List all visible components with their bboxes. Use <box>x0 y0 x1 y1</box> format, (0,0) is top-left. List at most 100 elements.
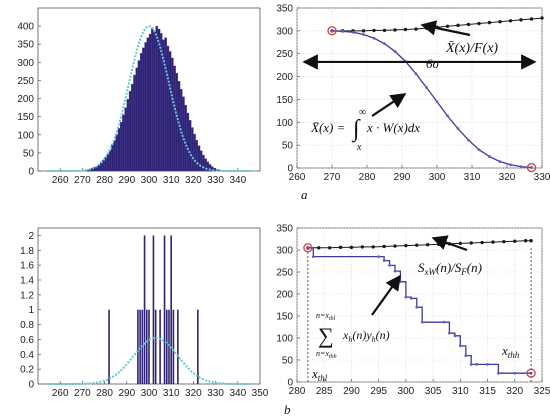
mean-point <box>393 269 397 273</box>
ratio-point <box>382 244 386 249</box>
x-tick-label: 305 <box>425 386 442 397</box>
x-tick-label: 270 <box>74 388 91 399</box>
mean-point <box>467 138 470 142</box>
x-tick-label: 340 <box>229 175 246 186</box>
histogram-bar <box>168 51 172 172</box>
mean-point <box>383 42 386 46</box>
y-tick-label: 0.2 <box>20 365 34 376</box>
y-tick-label: 1 <box>28 305 34 316</box>
histogram-bar <box>139 53 143 172</box>
ratio-point <box>349 245 354 250</box>
mean-point <box>442 320 446 324</box>
y-tick-label: 2 <box>28 231 34 242</box>
histogram-bar <box>144 42 147 172</box>
ratio-point <box>360 245 365 249</box>
histogram-bar <box>164 37 167 172</box>
x-tick-label: 320 <box>499 172 516 183</box>
y-tick-label: 350 <box>276 4 293 15</box>
ratio-point <box>529 239 533 243</box>
y-tick-label: 250 <box>276 49 293 60</box>
x-tick-label: 315 <box>479 386 496 397</box>
x-tick-label: 330 <box>207 388 224 399</box>
x-tick-label: 330 <box>207 175 224 186</box>
ratio-point <box>491 240 495 244</box>
ratio-point <box>456 23 460 28</box>
histogram-bar <box>115 134 119 172</box>
histogram-bar <box>113 140 116 172</box>
ratio-point <box>414 27 418 31</box>
histogram-bar <box>184 104 187 172</box>
x-tick-label: 300 <box>429 172 446 183</box>
x-tick-label: 280 <box>289 386 306 397</box>
x-tick-label: 290 <box>118 388 135 399</box>
ratio-label-b: SxW(n)/SF(n) <box>418 260 482 277</box>
sum-sign: ∑ <box>318 323 334 348</box>
mean-point <box>393 50 397 53</box>
ratio-point <box>466 22 471 27</box>
ratio-point <box>436 242 441 246</box>
mean-point <box>362 33 365 36</box>
histogram-bar <box>135 67 139 172</box>
histogram-bar <box>171 57 174 172</box>
ratio-point <box>371 245 375 249</box>
y-tick-label: 100 <box>276 334 293 345</box>
x-tick-label: 325 <box>534 386 550 397</box>
mean-point <box>415 305 419 309</box>
histogram-bar <box>117 128 121 172</box>
mean-point <box>306 246 310 250</box>
histogram-bar <box>146 37 150 172</box>
histogram-bar <box>106 153 110 172</box>
x-tick-label: 340 <box>229 388 246 399</box>
histogram-bar <box>139 309 141 384</box>
y-tick-label: 150 <box>276 312 293 323</box>
ratio-point <box>338 245 343 250</box>
histogram-bar <box>186 112 190 172</box>
mean-point <box>488 155 491 158</box>
ratio-point <box>508 19 513 23</box>
histogram-bar <box>100 162 103 172</box>
histogram-bar <box>137 60 141 172</box>
mean-point <box>446 114 449 118</box>
ratio-point <box>327 246 332 250</box>
sum-upper: n=xthl <box>316 311 336 322</box>
y-tick-label: 150 <box>17 112 34 123</box>
panel-a-right-curves: 260 270 280 290 300 310 320 330 0 50 100 150 200 250 3… <box>276 4 550 184</box>
gaussian-fit-curve <box>46 336 252 385</box>
x-tick-label: 260 <box>52 175 69 186</box>
mean-point <box>372 36 376 40</box>
y-tick-label: 250 <box>276 268 293 279</box>
histogram-bar <box>151 27 154 172</box>
mean-point <box>330 29 334 33</box>
histogram-bar <box>148 309 150 384</box>
y-tick-label: 100 <box>276 118 293 129</box>
mean-point <box>382 259 386 262</box>
integral-body: x · W(x)dx <box>366 120 420 135</box>
y-tick-label: 350 <box>276 224 293 235</box>
integral-lhs: X̄(x) = <box>310 120 345 135</box>
histogram-bar <box>143 235 146 384</box>
sum-arrow <box>371 274 401 316</box>
histogram-bar <box>182 96 185 172</box>
x-tick-label: 285 <box>316 386 333 397</box>
ratio-point <box>519 18 523 22</box>
x-tick-label: 320 <box>506 386 523 397</box>
ratio-point <box>469 241 473 245</box>
ratio-point <box>404 243 408 248</box>
histogram-bar <box>137 309 139 384</box>
plot-frame <box>296 7 543 169</box>
histogram-bar <box>148 33 152 172</box>
ratio-point <box>540 16 544 20</box>
plot-frame <box>296 227 543 383</box>
y-tick-label: 0 <box>287 378 293 389</box>
x-tick-label: 350 <box>252 388 269 399</box>
y-tick-label: 0 <box>28 380 34 391</box>
mean-point <box>475 363 479 366</box>
x-tick-label: 310 <box>452 386 469 397</box>
y-tick-label: 1.4 <box>20 276 34 287</box>
histogram-bar <box>154 309 157 384</box>
x-tick-label: 320 <box>185 388 202 399</box>
ratio-point <box>498 20 502 24</box>
ratio-label-a: X̄(x)/F(x) <box>445 41 498 56</box>
ratio-point <box>513 239 517 243</box>
ratio-point <box>425 243 430 247</box>
